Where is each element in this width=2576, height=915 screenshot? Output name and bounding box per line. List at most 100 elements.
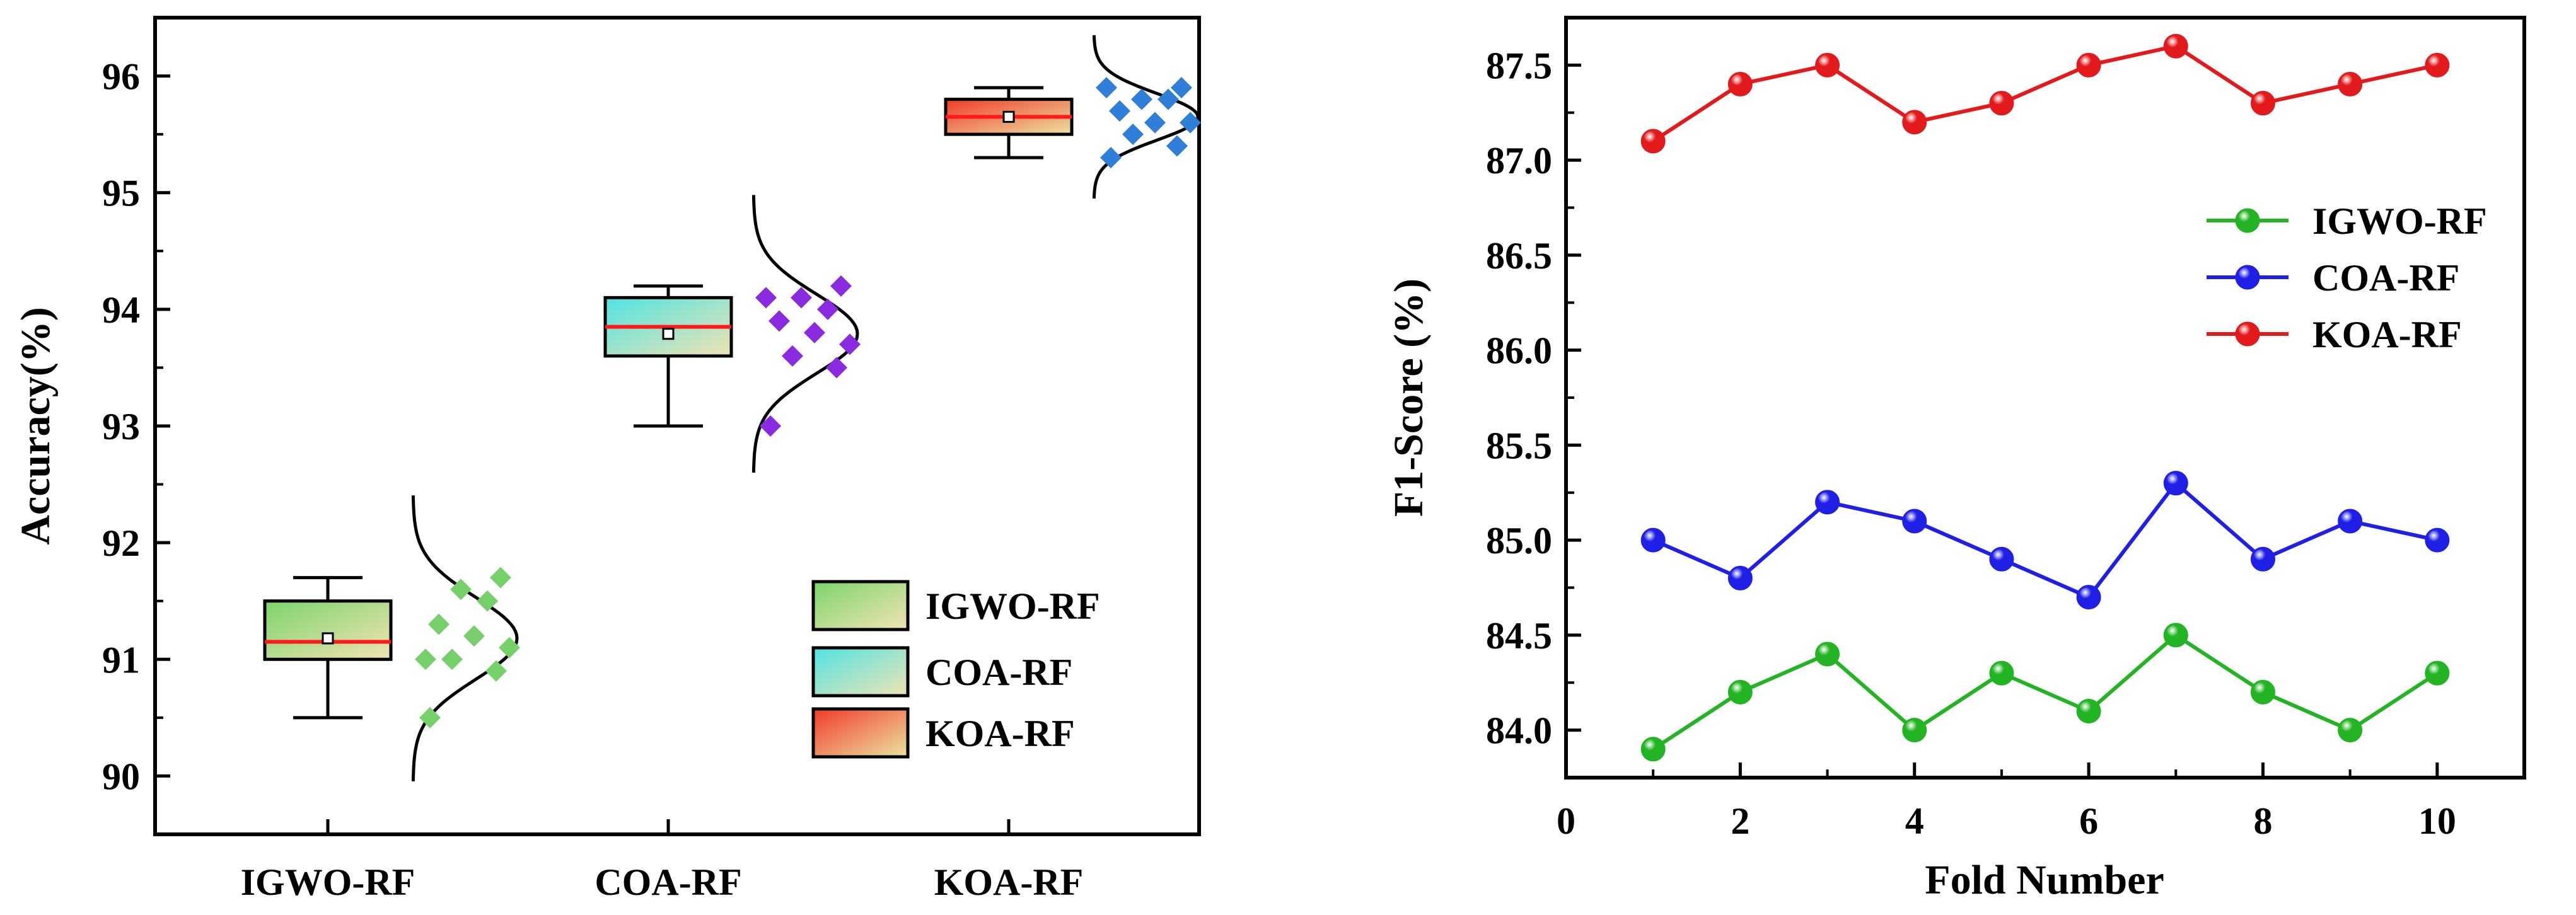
legend-swatch <box>811 707 910 759</box>
y-axis-ticks-left: 90 91 92 93 94 95 96 <box>102 16 170 797</box>
data-point <box>463 625 485 647</box>
data-point <box>1144 112 1166 134</box>
data-point <box>830 275 852 297</box>
legend-marker <box>2235 208 2260 233</box>
data-point <box>2076 585 2101 610</box>
data-point <box>1989 546 2014 572</box>
data-point <box>1815 490 1840 515</box>
data-point <box>2250 546 2275 572</box>
data-point <box>1640 129 1666 154</box>
x-tick-label: 4 <box>1905 800 1924 842</box>
legend-label: KOA-RF <box>2312 314 2462 355</box>
x-tick-label: IGWO-RF <box>241 861 415 903</box>
box-igwo-rf <box>263 599 393 661</box>
data-point <box>2425 660 2450 686</box>
data-point <box>2338 718 2363 743</box>
legend-label: IGWO-RF <box>2312 200 2487 242</box>
f1-score-line-chart: 84.0 84.5 85.0 85.5 86.0 86.5 87.0 87.5 0 2 4 6 8 10… <box>1386 16 2526 903</box>
series-line-coa-rf <box>1652 480 2438 600</box>
x-axis-label-right: Fold Number <box>1925 857 2164 903</box>
y-axis-label-left: Accuracy(%) <box>13 307 59 545</box>
y-tick-label: 91 <box>102 639 140 681</box>
data-point <box>2425 527 2450 553</box>
y-axis-ticks-right: 84.0 84.5 85.0 85.5 86.0 86.5 87.0 87.5 <box>1486 45 1581 752</box>
x-axis-ticks-left: IGWO-RF COA-RF KOA-RF <box>241 819 1083 903</box>
y-tick-label: 86.0 <box>1486 330 1552 372</box>
y-tick-label: 86.5 <box>1486 235 1552 277</box>
data-point <box>2163 623 2188 648</box>
data-point <box>415 648 436 670</box>
legend-label: KOA-RF <box>925 713 1075 754</box>
legend-right: IGWO-RF COA-RF KOA-RF <box>2207 200 2487 355</box>
y-tick-label: 87.5 <box>1486 45 1552 86</box>
data-point <box>760 415 781 437</box>
data-point <box>419 706 441 728</box>
data-point <box>1902 110 1927 135</box>
y-tick-label: 87.0 <box>1486 140 1552 181</box>
data-point <box>2076 698 2101 723</box>
data-point <box>499 636 520 659</box>
y-tick-label: 92 <box>102 522 140 564</box>
data-point <box>1096 77 1117 99</box>
mean-marker <box>662 328 675 340</box>
data-point <box>817 298 838 320</box>
data-point <box>2425 52 2450 78</box>
data-point <box>1109 100 1130 122</box>
data-point <box>755 287 777 309</box>
data-point <box>1166 135 1188 157</box>
legend-marker <box>2235 265 2260 290</box>
y-tick-label: 94 <box>102 289 140 331</box>
data-point <box>2250 91 2275 116</box>
data-point <box>1100 147 1122 169</box>
data-point <box>1157 88 1179 110</box>
legend-swatch <box>811 646 910 698</box>
mean-marker <box>322 632 334 645</box>
distribution-curve <box>411 495 519 781</box>
x-tick-label: 2 <box>1731 800 1749 842</box>
y-axis-label-right: F1-Score (%) <box>1386 279 1432 517</box>
y-tick-label: 85.0 <box>1486 520 1552 561</box>
y-tick-label: 85.5 <box>1486 425 1552 466</box>
data-point <box>2338 72 2363 97</box>
plot-frame-right <box>1564 16 2526 780</box>
data-point <box>2338 509 2363 534</box>
legend-marker <box>2235 321 2260 347</box>
legend-swatch <box>811 580 910 631</box>
data-point <box>782 345 803 367</box>
x-tick-label: COA-RF <box>595 861 741 903</box>
data-point <box>1727 72 1753 97</box>
data-point <box>791 287 812 309</box>
data-point <box>1815 52 1840 78</box>
data-point <box>804 321 825 343</box>
x-tick-label: 6 <box>2079 800 2098 842</box>
legend-label: COA-RF <box>925 652 1072 693</box>
mean-marker <box>1002 110 1015 123</box>
data-point <box>1902 718 1927 743</box>
data-point <box>2163 471 2188 496</box>
y-tick-label: 93 <box>102 406 140 447</box>
y-tick-label: 84.5 <box>1486 615 1552 657</box>
data-point <box>450 578 472 601</box>
x-tick-label: 0 <box>1557 800 1575 842</box>
y-tick-label: 95 <box>102 173 140 214</box>
y-tick-label: 84.0 <box>1486 710 1552 752</box>
data-point <box>477 590 498 612</box>
data-point <box>1727 679 1753 705</box>
data-point <box>441 648 463 670</box>
data-point <box>1640 527 1666 553</box>
data-point <box>428 613 450 635</box>
legend-label: IGWO-RF <box>925 585 1100 627</box>
data-point <box>1171 77 1192 99</box>
x-axis-ticks-right: 0 2 4 6 8 10 <box>1557 762 2526 842</box>
distribution-curves <box>411 35 1200 781</box>
data-point <box>2076 52 2101 78</box>
data-point <box>839 333 861 355</box>
data-point <box>1989 91 2014 116</box>
box-series <box>263 86 1074 720</box>
x-tick-label: 10 <box>2418 800 2456 842</box>
legend-label: COA-RF <box>2312 257 2459 299</box>
y-tick-label: 96 <box>102 56 140 98</box>
data-point <box>769 310 790 332</box>
